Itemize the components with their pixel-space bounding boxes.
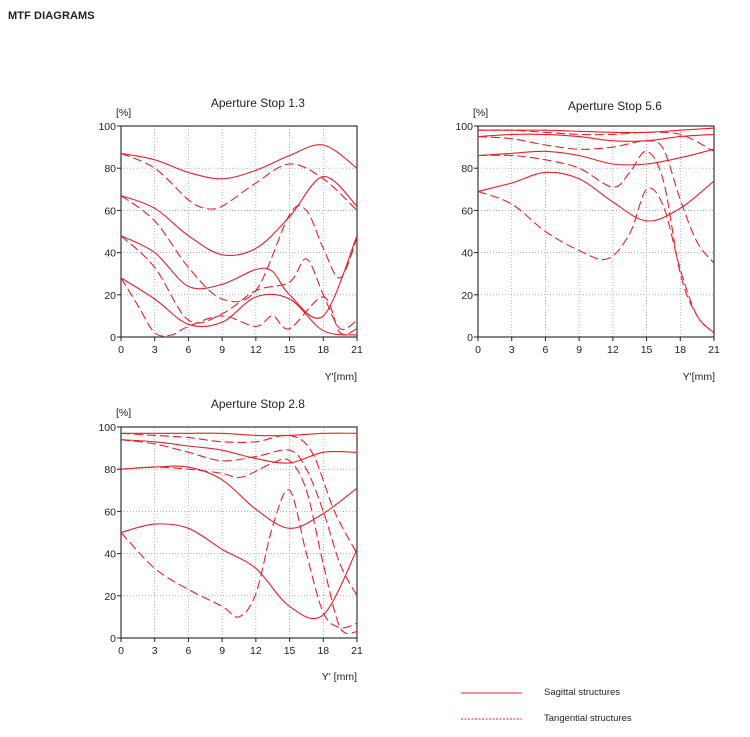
x-tick-label: 12 xyxy=(607,344,619,356)
y-tick-label: 20 xyxy=(104,290,116,302)
series-line-sagittal-40lp xyxy=(121,277,357,336)
y-axis-label: [%] xyxy=(116,107,131,119)
x-axis-label: Y'[mm] xyxy=(325,371,357,383)
x-tick-label: 3 xyxy=(152,645,158,657)
x-tick-label: 6 xyxy=(186,344,192,356)
y-tick-label: 40 xyxy=(461,248,473,260)
chart-title: Aperture Stop 2.8 xyxy=(211,397,305,411)
x-tick-label: 18 xyxy=(674,344,686,356)
x-tick-label: 18 xyxy=(317,344,329,356)
y-tick-label: 0 xyxy=(110,332,116,344)
plot-frame xyxy=(477,125,715,338)
legend-tangential-label: Tangential structures xyxy=(544,713,632,724)
y-tick-label: 80 xyxy=(461,163,473,175)
x-tick-label: 15 xyxy=(641,344,653,356)
x-tick-label: 12 xyxy=(250,344,262,356)
x-tick-label: 21 xyxy=(351,645,363,657)
series-line-sagittal-40lp xyxy=(478,171,714,222)
y-tick-label: 60 xyxy=(104,506,116,518)
y-tick-label: 60 xyxy=(461,205,473,217)
y-tick-label: 80 xyxy=(104,464,116,476)
x-tick-label: 9 xyxy=(219,645,225,657)
series-line-tangential-40lp xyxy=(121,277,357,337)
x-tick-label: 9 xyxy=(576,344,582,356)
series-line-sagittal-5lp xyxy=(121,432,357,437)
x-axis-label: Y' [mm] xyxy=(322,671,357,683)
y-tick-label: 80 xyxy=(104,163,116,175)
y-tick-label: 100 xyxy=(455,121,473,133)
series-line-sagittal-40lp xyxy=(121,523,357,620)
legend-sagittal-label: Sagittal structures xyxy=(544,687,621,698)
y-tick-label: 40 xyxy=(104,248,116,260)
chart-aperture-2-8: 0 3 6 9 12 15 18 21 0 20 40 60 80 100 Aperture Stop 2.… xyxy=(98,397,363,683)
series-line-tangential-40lp xyxy=(478,187,714,334)
series-line-tangential-5lp xyxy=(478,129,714,152)
y-axis-label: [%] xyxy=(116,407,131,419)
x-tick-label: 21 xyxy=(708,344,720,356)
y-axis-label: [%] xyxy=(473,107,488,119)
y-tick-label: 20 xyxy=(461,290,473,302)
plot-frame xyxy=(120,125,358,338)
x-tick-label: 0 xyxy=(118,645,124,657)
y-tick-label: 0 xyxy=(467,332,473,344)
series-line-sagittal-20lp xyxy=(121,465,357,529)
series-line-sagittal-5lp xyxy=(121,144,357,180)
x-axis-label: Y'[mm] xyxy=(683,371,715,383)
series-line-sagittal-20lp xyxy=(478,148,714,166)
x-tick-label: 18 xyxy=(317,645,329,657)
series-line-tangential-5lp xyxy=(121,152,357,211)
chart-title: Aperture Stop 1.3 xyxy=(211,96,305,110)
series-line-sagittal-20lp xyxy=(121,235,357,319)
y-tick-label: 60 xyxy=(104,205,116,217)
x-tick-label: 6 xyxy=(543,344,549,356)
series-line-sagittal-10lp xyxy=(478,133,714,142)
series-line-tangential-20lp xyxy=(121,235,357,331)
series-line-tangential-10lp xyxy=(121,439,357,597)
series-line-tangential-20lp xyxy=(478,150,714,334)
x-tick-label: 0 xyxy=(475,344,481,356)
page-title: MTF DIAGRAMS xyxy=(8,10,95,22)
series-line-sagittal-5lp xyxy=(478,127,714,134)
x-tick-label: 21 xyxy=(351,344,363,356)
chart-aperture-5-6: 0 3 6 9 12 15 18 21 0 20 40 60 80 100 Aperture Stop 5.… xyxy=(455,99,720,383)
plot-frame xyxy=(120,426,358,639)
y-tick-label: 20 xyxy=(104,591,116,603)
x-tick-label: 0 xyxy=(118,344,124,356)
x-tick-label: 3 xyxy=(509,344,515,356)
x-tick-label: 6 xyxy=(186,645,192,657)
series-line-tangential-20lp xyxy=(121,458,357,635)
y-tick-label: 100 xyxy=(98,422,116,434)
x-tick-label: 9 xyxy=(219,344,225,356)
chart-aperture-1-3: 0 3 6 9 12 15 18 21 0 20 40 60 80 100 Aperture Stop 1.… xyxy=(98,96,363,383)
y-tick-label: 0 xyxy=(110,633,116,645)
x-tick-label: 15 xyxy=(284,645,296,657)
series-line-tangential-40lp xyxy=(121,489,357,629)
series-line-sagittal-10lp xyxy=(121,176,357,257)
y-tick-label: 100 xyxy=(98,121,116,133)
x-tick-label: 15 xyxy=(284,344,296,356)
series-line-tangential-10lp xyxy=(478,136,714,264)
chart-title: Aperture Stop 5.6 xyxy=(568,99,662,113)
series-line-tangential-10lp xyxy=(121,195,357,303)
series-line-tangential-5lp xyxy=(121,432,357,554)
y-tick-label: 40 xyxy=(104,549,116,561)
series-line-sagittal-10lp xyxy=(121,439,357,464)
x-tick-label: 12 xyxy=(250,645,262,657)
x-tick-label: 3 xyxy=(152,344,158,356)
